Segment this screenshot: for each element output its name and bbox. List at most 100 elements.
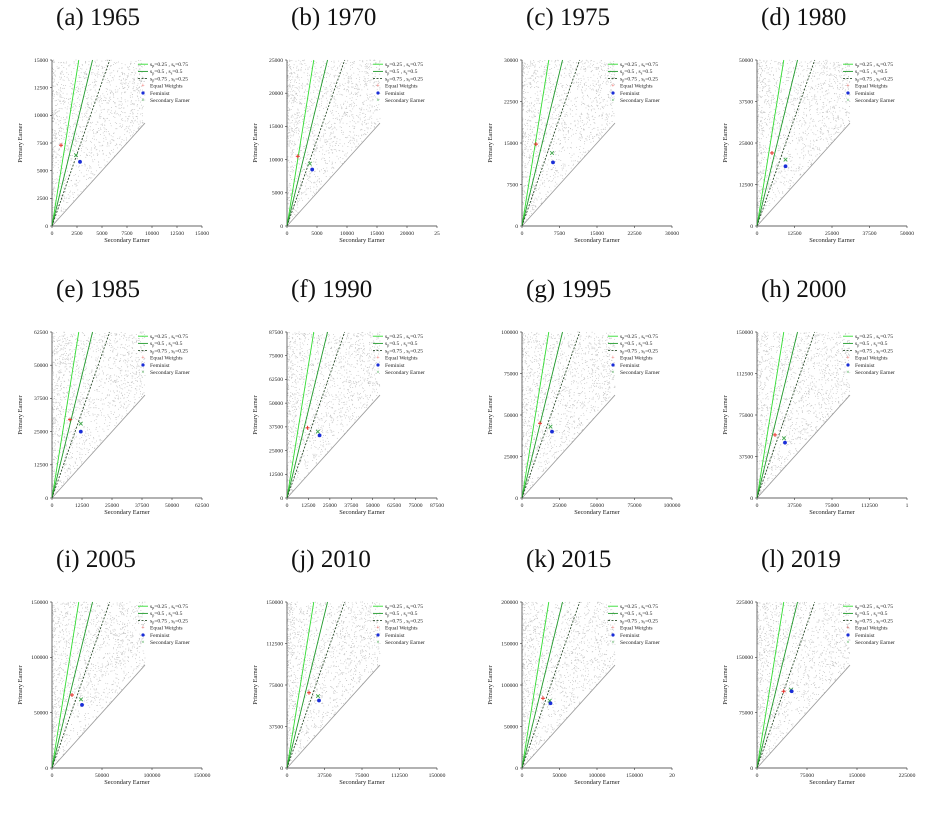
x-tick-label: 12500 bbox=[170, 231, 184, 237]
data-point bbox=[341, 130, 343, 131]
data-point bbox=[291, 90, 293, 92]
data-point bbox=[66, 93, 68, 95]
data-point bbox=[345, 137, 347, 139]
data-point bbox=[140, 65, 142, 67]
data-point bbox=[531, 128, 533, 130]
data-point bbox=[376, 104, 377, 106]
data-point bbox=[335, 117, 337, 119]
data-point bbox=[137, 96, 139, 98]
data-point bbox=[317, 85, 319, 87]
data-point bbox=[290, 166, 291, 168]
data-point bbox=[106, 161, 108, 163]
data-point bbox=[317, 176, 319, 178]
data-point bbox=[759, 201, 760, 202]
data-point bbox=[83, 78, 85, 80]
data-point bbox=[347, 79, 349, 81]
data-point bbox=[526, 120, 528, 122]
data-point bbox=[551, 97, 553, 99]
data-point bbox=[291, 94, 293, 96]
data-point bbox=[563, 110, 565, 112]
data-point bbox=[524, 77, 526, 79]
data-point bbox=[554, 152, 556, 154]
data-point bbox=[90, 149, 92, 151]
data-point bbox=[522, 118, 524, 120]
data-point bbox=[759, 78, 761, 80]
data-point bbox=[306, 139, 307, 141]
data-point bbox=[336, 68, 338, 70]
data-point bbox=[825, 94, 827, 96]
data-point bbox=[90, 171, 92, 173]
data-point bbox=[98, 100, 100, 102]
data-point bbox=[292, 212, 294, 214]
data-point bbox=[358, 68, 360, 70]
data-point bbox=[533, 64, 535, 66]
data-point bbox=[789, 59, 791, 61]
data-point bbox=[299, 112, 300, 114]
data-point bbox=[583, 78, 585, 80]
data-point bbox=[307, 75, 309, 77]
data-point bbox=[324, 157, 325, 159]
data-point bbox=[607, 80, 608, 82]
data-point bbox=[593, 122, 595, 123]
data-point bbox=[364, 81, 366, 83]
data-point bbox=[583, 95, 585, 97]
data-point bbox=[526, 83, 528, 85]
data-point bbox=[86, 154, 88, 156]
data-point bbox=[132, 103, 134, 104]
data-point bbox=[547, 102, 549, 104]
data-point bbox=[790, 98, 792, 100]
data-point bbox=[68, 197, 70, 199]
data-point bbox=[55, 100, 57, 101]
data-point bbox=[288, 64, 290, 65]
y-tick-label: 15000 bbox=[504, 141, 518, 147]
data-point bbox=[68, 98, 70, 100]
data-point bbox=[805, 79, 807, 81]
data-point bbox=[86, 153, 88, 155]
legend-swatch-feminist bbox=[141, 91, 145, 95]
data-point bbox=[325, 150, 327, 152]
data-point bbox=[108, 68, 110, 70]
data-point bbox=[300, 68, 302, 70]
data-point bbox=[100, 124, 102, 126]
data-point bbox=[349, 77, 351, 79]
data-point bbox=[309, 127, 311, 129]
data-point bbox=[290, 82, 292, 83]
data-point bbox=[530, 139, 532, 140]
data-point bbox=[838, 119, 840, 121]
data-point bbox=[339, 161, 341, 163]
data-point bbox=[590, 141, 592, 143]
data-point bbox=[54, 137, 56, 139]
data-point bbox=[344, 154, 346, 156]
data-point bbox=[308, 139, 310, 141]
data-point bbox=[766, 84, 768, 86]
data-point bbox=[757, 155, 759, 157]
data-point bbox=[762, 112, 764, 113]
data-point bbox=[530, 63, 532, 65]
data-point bbox=[304, 191, 306, 193]
data-point bbox=[522, 171, 524, 173]
data-point bbox=[78, 69, 80, 71]
data-point bbox=[774, 180, 776, 181]
y-axis-label: Primary Earner bbox=[17, 123, 24, 163]
data-point bbox=[793, 90, 795, 92]
data-point bbox=[522, 152, 524, 154]
data-point bbox=[562, 163, 564, 165]
data-point bbox=[524, 162, 526, 164]
data-point bbox=[576, 85, 578, 87]
data-point bbox=[589, 106, 591, 108]
data-point bbox=[771, 146, 773, 148]
data-point bbox=[126, 77, 128, 79]
data-point bbox=[60, 73, 62, 75]
data-point bbox=[561, 148, 563, 150]
marker-feminist bbox=[78, 159, 82, 164]
data-point bbox=[132, 87, 134, 89]
data-point bbox=[582, 92, 584, 94]
data-point bbox=[322, 136, 324, 138]
data-point bbox=[121, 85, 123, 87]
data-point bbox=[75, 143, 77, 145]
data-point bbox=[365, 81, 367, 83]
data-point bbox=[526, 128, 528, 130]
data-point bbox=[122, 120, 124, 122]
data-point bbox=[586, 139, 588, 141]
data-point bbox=[580, 68, 582, 70]
